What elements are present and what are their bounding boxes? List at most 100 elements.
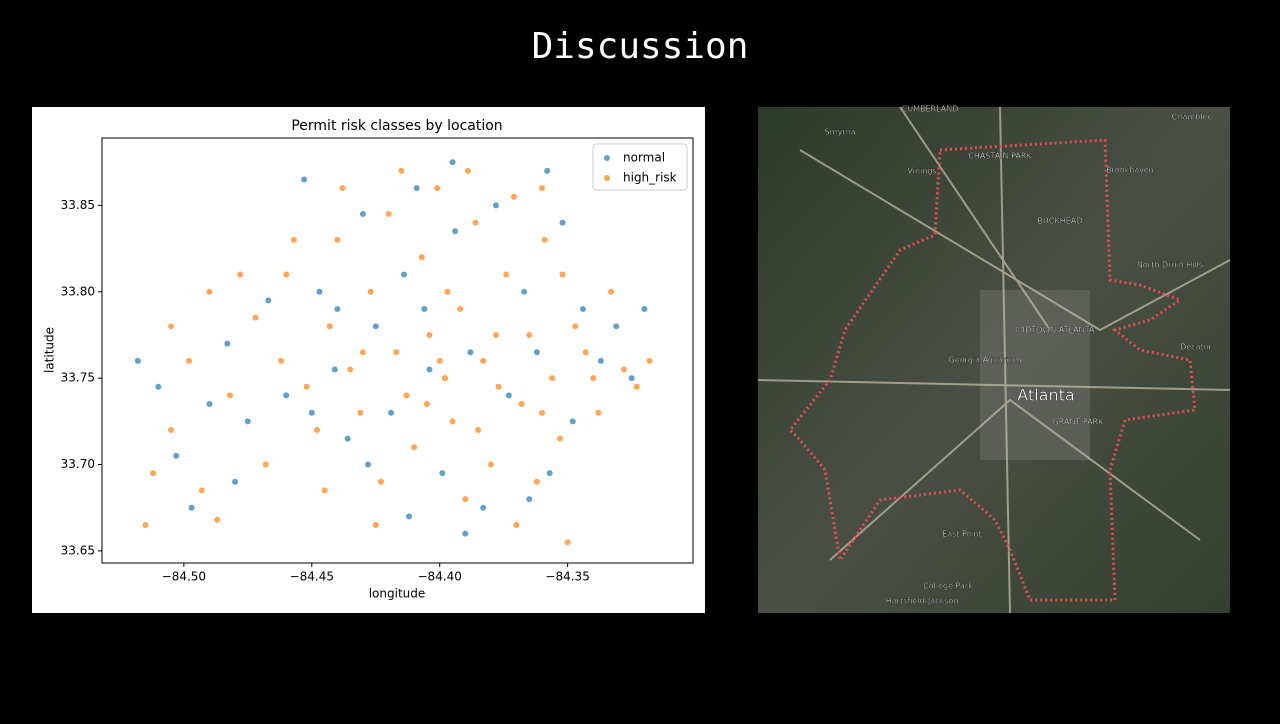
point <box>546 470 553 477</box>
point <box>533 349 540 356</box>
point <box>464 167 471 174</box>
point <box>347 366 354 373</box>
point <box>572 323 579 330</box>
point <box>533 478 540 485</box>
map-label: Brookhaven <box>1106 166 1154 175</box>
point <box>449 159 456 166</box>
point <box>359 211 366 218</box>
x-axis-label: longitude <box>369 587 426 601</box>
map-roads <box>757 106 1231 614</box>
point <box>620 366 627 373</box>
point <box>544 167 551 174</box>
point <box>232 478 239 485</box>
map-label: Hartsfield-Jackson <box>886 597 959 606</box>
point <box>262 461 269 468</box>
city-boundary <box>787 138 1197 602</box>
point <box>641 306 648 313</box>
point <box>646 357 653 364</box>
point <box>168 323 175 330</box>
point <box>316 288 323 295</box>
point <box>513 521 520 528</box>
point <box>359 349 366 356</box>
point <box>385 211 392 218</box>
point <box>198 487 205 494</box>
legend-marker <box>604 155 610 161</box>
point <box>321 487 328 494</box>
point <box>487 461 494 468</box>
map-label: MIDTOWN ATLANTA <box>1016 326 1095 335</box>
point <box>526 331 533 338</box>
map-image <box>757 106 1231 614</box>
map-label: Chamblee <box>1172 113 1213 122</box>
point <box>185 357 192 364</box>
map-label: GRANT PARK <box>1053 418 1105 427</box>
y-axis-label: latitude <box>43 327 57 373</box>
point <box>480 504 487 511</box>
chart-title: Permit risk classes by location <box>291 118 502 134</box>
map-label: CUMBERLAND <box>902 105 959 114</box>
point <box>549 375 556 382</box>
point <box>252 314 259 321</box>
point <box>303 383 310 390</box>
point <box>436 357 443 364</box>
map-label: Vinings <box>907 167 936 176</box>
point <box>475 426 482 433</box>
map-label: BUCKHEAD <box>1038 217 1083 226</box>
point <box>344 435 351 442</box>
point <box>406 513 413 520</box>
point <box>403 392 410 399</box>
slide-title: Discussion <box>532 26 749 67</box>
point <box>334 306 341 313</box>
point <box>265 297 272 304</box>
point <box>411 444 418 451</box>
point <box>372 521 379 528</box>
point <box>226 392 233 399</box>
map-label: Georgia Aquarium <box>949 356 1022 365</box>
point <box>582 349 589 356</box>
point <box>556 435 563 442</box>
map-label: East Point <box>942 530 982 539</box>
point <box>467 349 474 356</box>
point <box>339 185 346 192</box>
legend-marker <box>604 175 610 181</box>
point <box>400 271 407 278</box>
point <box>421 306 428 313</box>
point <box>541 236 548 243</box>
point <box>418 254 425 261</box>
point <box>206 401 213 408</box>
point <box>559 219 566 226</box>
chart-panel <box>32 107 705 613</box>
legend-label: normal <box>623 151 665 165</box>
point <box>493 331 499 338</box>
point <box>357 409 364 416</box>
point <box>313 426 320 433</box>
point <box>590 375 597 382</box>
point <box>449 418 456 425</box>
point <box>521 288 528 295</box>
x-tick-label: −84.45 <box>290 570 334 584</box>
point <box>173 452 180 459</box>
point <box>608 288 615 295</box>
point <box>505 392 512 399</box>
point <box>237 271 244 278</box>
x-tick-label: −84.50 <box>162 570 206 584</box>
point <box>244 418 251 425</box>
point <box>283 271 290 278</box>
point <box>579 306 586 313</box>
point <box>434 185 441 192</box>
point <box>224 340 231 347</box>
point <box>613 323 620 330</box>
point <box>426 366 433 373</box>
point <box>377 478 384 485</box>
point <box>559 271 566 278</box>
point <box>628 375 635 382</box>
point <box>388 409 395 416</box>
x-tick-label: −84.35 <box>545 570 589 584</box>
point <box>441 375 448 382</box>
x-tick-label: −84.40 <box>418 570 462 584</box>
point <box>539 409 546 416</box>
point <box>426 331 433 338</box>
point <box>480 357 487 364</box>
